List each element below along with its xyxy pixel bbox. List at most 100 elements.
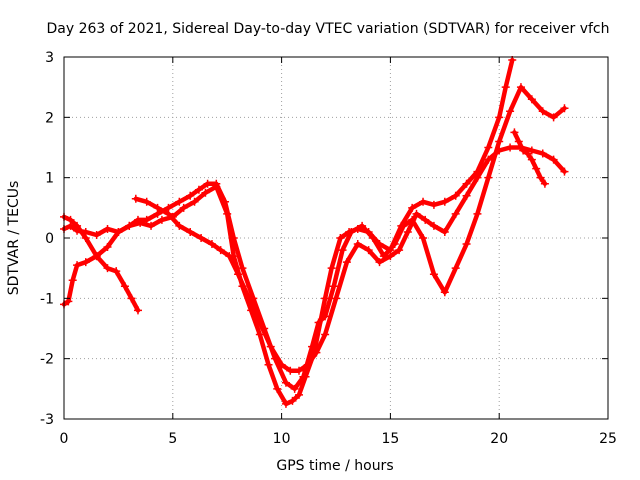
series-1-point [103,264,112,273]
series-2-point [175,197,184,206]
series-3-point [332,294,340,303]
series-3-point [175,221,184,230]
series-0-point [255,330,264,339]
series-2-point [538,107,547,116]
series-0-point [264,360,273,369]
series-3-point [234,270,243,279]
series-2-point [68,276,77,285]
series-2-point [347,227,356,236]
series-0-point [92,230,101,239]
series-3-point [412,209,421,218]
series-1-line [61,214,141,313]
series-2-point [314,318,323,327]
y-tick-label: 3 [45,50,54,66]
y-tick-label: -1 [40,291,54,307]
series-2-line [61,84,567,392]
y-tick-label: 2 [45,110,54,126]
series-2-point [440,288,449,297]
series-0-point [440,197,449,206]
series-3-point [549,155,558,164]
series-2-point [495,137,504,146]
series-4-point [523,149,532,158]
series-4-point [536,173,545,182]
series-3-point [153,203,162,212]
series-4-point [527,155,536,164]
series-2-point [358,221,367,230]
series-0-point [273,384,282,393]
series-2-point [308,342,317,351]
series-4-point [532,164,541,173]
series-2-point [92,252,101,261]
series-2-point [429,270,438,279]
series-0-point [462,179,471,188]
series-3-point [560,167,569,176]
series-3-point [538,149,547,158]
chart-title: Day 263 of 2021, Sidereal Day-to-day VTE… [46,21,609,37]
series-2-point [329,282,338,291]
series-3-point [207,240,216,249]
series-3-point [342,258,351,267]
series-1-point [73,221,82,230]
series-2-point [299,372,308,381]
series-0-point [147,221,156,230]
series-1-point [81,234,90,242]
series-3-point [286,366,295,375]
series-0-point [295,390,304,399]
series-3-point [244,294,253,303]
x-tick-label: 25 [599,431,617,447]
series-0-point [336,234,345,242]
x-tick-label: 5 [168,431,177,447]
axis-ticks: 0 5 10 15 20 25 -3 -2 -1 0 1 2 3 [40,50,617,447]
series-0-point [327,264,336,273]
series-1-point [127,294,136,303]
series-3-point [395,246,404,255]
series-2-point [221,197,230,206]
series-2-point [506,107,515,116]
series-3-point [386,252,395,261]
x-tick-label: 10 [273,431,291,447]
series-0-point [501,83,510,92]
series-2-point [125,221,134,230]
y-axis-label: SDTVAR / TECUs [6,181,22,296]
series-3-point [364,246,373,255]
series-2-point [419,234,428,242]
series-2-point [103,243,112,252]
series-4-point [540,179,549,188]
series-3-point [429,221,438,230]
series-3-point [295,366,304,375]
series-3-point [216,246,225,255]
y-tick-label: 1 [45,171,54,187]
series-2-point [462,240,471,249]
y-tick-label: 0 [45,231,54,247]
series-2-point [81,258,90,267]
series-3-point [495,146,504,155]
series-2-point [484,173,493,182]
x-axis-label: GPS time / hours [276,458,393,474]
series-1-point [133,306,142,315]
x-tick-label: 20 [490,431,508,447]
series-2-point [549,113,558,122]
series-4-point [514,137,523,146]
series-0-point [408,203,417,212]
series-3-point [164,209,173,218]
series-1-point [112,267,121,276]
series-2-point [516,83,525,92]
series-2-point [203,179,212,188]
series-4-point [510,128,519,137]
series-2-point [114,227,123,236]
series-3-point [353,240,362,249]
series-3-point [440,227,449,236]
series-2-point [142,215,151,224]
series-0-point [190,197,199,206]
series-3-point [186,227,195,236]
series-3-point [421,215,430,224]
series-0-point [495,113,504,122]
series-2-point [238,264,247,273]
series-2-point [73,261,82,270]
series-0-point [484,143,493,152]
series-3-point [266,342,275,351]
series-3-line [133,145,567,373]
y-tick-label: -3 [40,412,54,428]
series-3-point [303,360,312,369]
